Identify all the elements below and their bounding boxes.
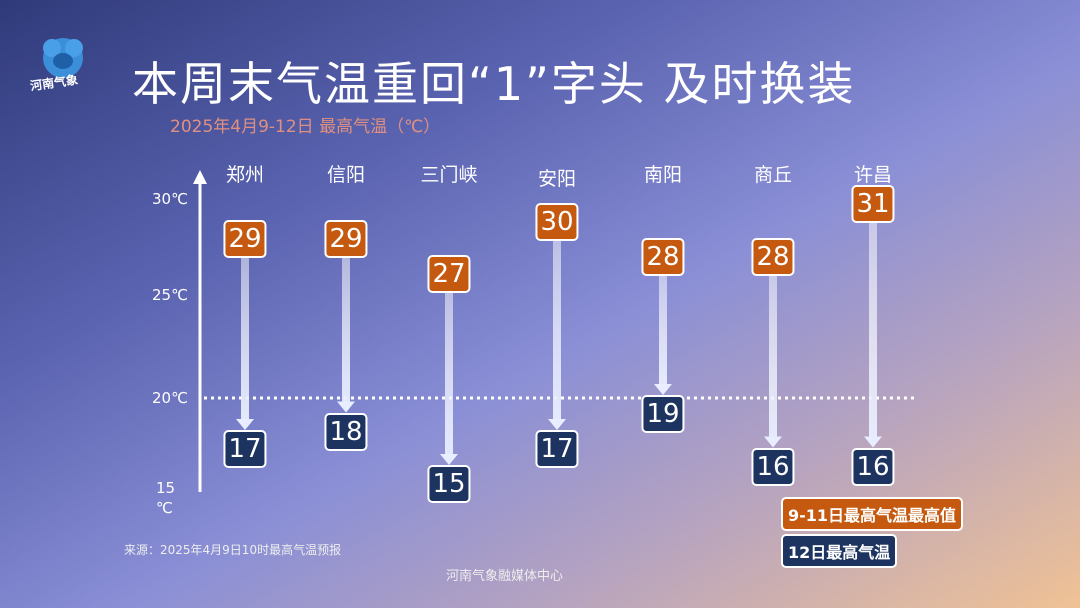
city-label: 许昌	[853, 164, 893, 186]
y-tick-30: 30℃	[152, 190, 188, 208]
arrow-shaft	[769, 274, 777, 437]
high-temp-box: 31	[851, 185, 895, 223]
arrow-head	[337, 401, 355, 413]
low-temp-box: 15	[427, 465, 471, 503]
arrow-head	[440, 454, 458, 465]
city-label: 三门峡	[420, 164, 478, 186]
subtitle: 2025年4月9-12日 最高气温（℃）	[170, 117, 441, 137]
arrow-shaft	[553, 239, 561, 419]
y-tick-25: 25℃	[152, 286, 188, 304]
arrow-head	[236, 419, 254, 430]
city-label: 郑州	[225, 164, 265, 186]
high-temp-box: 29	[223, 220, 267, 258]
arrow-shaft	[659, 274, 667, 384]
high-temp-box: 28	[641, 237, 685, 276]
high-temp-box: 27	[427, 255, 471, 293]
arrow-head	[864, 436, 882, 448]
low-temp-box: 19	[641, 395, 685, 433]
city-label: 信阳	[326, 164, 366, 186]
y-tick-15: 15 ℃	[156, 479, 176, 517]
source-note: 来源：2025年4月9日10时最高气温预报	[124, 543, 342, 557]
high-temp-box: 30	[535, 202, 579, 241]
city-label: 南阳	[643, 164, 683, 186]
high-temp-box: 29	[324, 220, 368, 258]
arrow-shaft	[342, 257, 350, 402]
arrow-shaft	[869, 222, 877, 437]
arrow-head	[654, 384, 672, 395]
arrow-head	[548, 419, 566, 430]
legend-low: 12日最高气温	[781, 534, 898, 568]
arrow-shaft	[241, 257, 249, 419]
low-temp-box: 18	[324, 412, 368, 451]
low-temp-box: 16	[851, 447, 895, 486]
henan-weather-logo-icon	[43, 38, 83, 78]
arrow-shaft	[445, 292, 453, 454]
y-tick-20: 20℃	[152, 389, 188, 407]
y-axis-arrow	[193, 170, 207, 184]
high-temp-box: 28	[751, 237, 795, 276]
low-temp-box: 17	[535, 430, 579, 468]
low-temp-box: 16	[751, 447, 795, 486]
low-temp-box: 17	[223, 430, 267, 468]
city-label: 商丘	[753, 164, 793, 186]
arrow-head	[764, 436, 782, 448]
page-title: 本周末气温重回“1”字头 及时换装	[132, 57, 856, 111]
city-label: 安阳	[537, 168, 577, 190]
legend-high: 9-11日最高气温最高值	[781, 497, 964, 531]
footer-credit: 河南气象融媒体中心	[446, 569, 564, 584]
